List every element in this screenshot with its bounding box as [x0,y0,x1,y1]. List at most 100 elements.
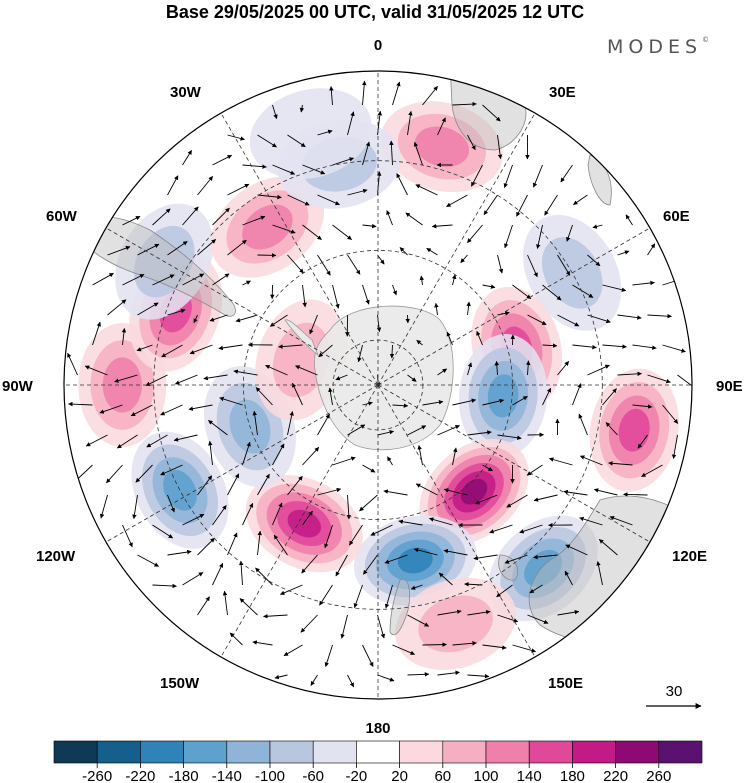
wind-vector [579,516,603,526]
colorbar-label: 180 [560,768,585,783]
wind-vector [302,164,326,175]
wind-vector [242,215,266,226]
wind-vector [572,344,597,350]
wind-vector [357,344,363,363]
wind-vector [197,239,217,256]
brand-logo: MODES© [607,36,710,58]
wind-vector [526,464,543,476]
wind-vector [212,207,230,226]
meridian [377,384,651,543]
colorbar-swatch [140,740,184,764]
wind-vector [497,254,504,274]
wind-vector [617,250,630,256]
colorbar-label: -180 [169,768,199,783]
wind-vector [152,274,175,286]
wind-vector [274,674,288,680]
wind-vector [197,475,213,496]
meridian [105,227,379,386]
wind-vector [242,280,252,286]
wind-vector [295,365,318,376]
wind-vector [287,194,310,206]
lon-label-0: 0 [374,37,382,54]
wind-vector [532,164,543,188]
wind-vector [310,674,318,686]
wind-vector [467,362,473,376]
wind-vector [506,494,528,508]
wind-vector [467,609,491,616]
wind-vector [328,387,333,406]
wind-vector [443,548,468,556]
wind-vector [107,245,131,256]
wind-vector [387,456,393,466]
wind-vector [482,284,496,289]
wind-vector [389,344,395,359]
wind-vector [317,487,342,496]
colorbar-label: 220 [603,768,628,783]
wind-vector [527,614,549,624]
wind-vector [598,539,618,556]
wind-vector [383,489,408,496]
wind-vector [227,532,238,556]
wind-vector [209,314,228,322]
wind-vector [542,387,552,406]
wind-vector [572,383,582,406]
wind-vector [392,284,397,296]
wind-vector [340,614,348,639]
wind-vector [329,86,334,106]
colorbar-swatch [615,740,660,764]
wind-vector [317,129,333,136]
antarctic-peninsula [284,319,319,357]
wind-vector [353,584,363,609]
south-america [74,216,236,317]
wind-vector [533,554,558,560]
lon-label-30e: 30E [549,84,576,101]
wind-vector [572,284,594,298]
wind-vector [279,584,303,595]
wind-vector [197,596,210,616]
wind-vector [122,215,141,226]
wind-vector [347,254,361,275]
wind-vector [302,446,320,466]
wind-vector [632,280,655,286]
wind-vector [68,401,93,407]
colorbar-swatch [399,740,444,764]
wind-vector [167,241,188,256]
anomaly-contour [414,126,470,167]
wind-vector [370,524,393,536]
lon-label-150w: 150W [160,675,200,692]
wind-vector [602,284,627,292]
wind-vector [287,254,304,274]
wind-vector [392,403,409,408]
colorbar-swatch [96,740,141,764]
wind-vector [544,194,558,216]
wind-vector [452,641,477,646]
wind-vector [437,670,460,676]
wind-vector [434,302,439,316]
wind-vector [346,494,351,520]
colorbar-swatch [485,740,530,764]
anomaly-contour [418,595,493,653]
wind-vector [386,210,393,226]
wind-vector [182,150,192,166]
wind-vector [494,360,500,376]
wind-vector [227,134,245,141]
wind-vector [407,425,427,436]
wind-vector [324,524,333,549]
wind-vector [152,583,177,589]
wind-vector [496,584,513,598]
wind-vector [174,374,198,385]
wind-vector [182,572,204,586]
map-title: Base 29/05/2025 00 UTC, valid 31/05/2025… [165,2,585,22]
wind-vector [431,223,453,229]
wind-vector [130,404,153,417]
wind-vector [573,194,588,205]
wind-vector [413,141,423,166]
wind-vector [161,344,183,358]
wind-vector [121,327,127,346]
wind-vector [152,208,171,226]
wind-vector [212,273,230,286]
wind-vector [596,561,603,586]
wind-vector [647,243,656,256]
wind-vector [152,524,174,539]
wind-vector [417,444,423,466]
